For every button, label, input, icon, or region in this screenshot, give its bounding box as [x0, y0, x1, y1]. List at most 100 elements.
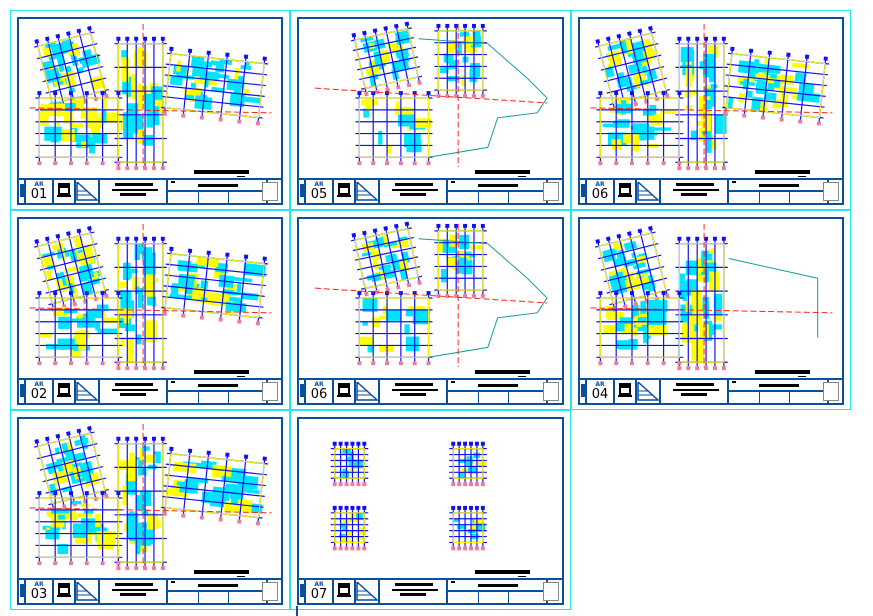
room [470, 245, 482, 250]
grid-bubble [125, 566, 130, 571]
room [63, 109, 73, 124]
grid-bubble [614, 161, 619, 166]
room [145, 320, 157, 343]
room [349, 514, 359, 522]
room [473, 517, 482, 524]
grid-bubble [372, 228, 378, 233]
room [121, 57, 129, 82]
wall-outline [598, 32, 667, 105]
grid-bubble [474, 482, 479, 487]
grid-bubble [704, 366, 709, 371]
grid-line [374, 31, 388, 88]
grid-bubble [350, 441, 355, 446]
room [606, 311, 624, 320]
sheet-info-block [168, 380, 268, 403]
floor-plan-drawing [29, 23, 272, 171]
title-block: AR 05 [299, 178, 562, 203]
grid-line [45, 477, 107, 494]
room [476, 523, 486, 532]
layout-viewport[interactable]: AR 07 [290, 410, 571, 610]
grid-line [163, 85, 265, 97]
sheet-number: 01 [30, 187, 48, 202]
layout-viewport[interactable]: AR 06 [571, 10, 851, 210]
room [472, 31, 481, 41]
grid-bubble [53, 291, 58, 296]
sheet-marker [19, 380, 26, 403]
grid-bubble [677, 91, 682, 96]
room [456, 41, 462, 55]
room [72, 462, 82, 468]
drawing-sheet: AR 01 [17, 17, 283, 205]
grid-bubble [65, 231, 71, 236]
room [84, 470, 93, 484]
grid-bubble [116, 366, 121, 371]
room [215, 63, 225, 73]
sheet-number: 06 [591, 187, 609, 202]
floor-plan-drawing [29, 223, 272, 371]
room [469, 51, 475, 56]
layout-viewport[interactable]: AR 01 [10, 10, 290, 210]
room [169, 75, 183, 86]
wall-outline [452, 448, 484, 479]
room [637, 317, 647, 322]
grid-bubble [160, 566, 165, 571]
grid-bubble [630, 291, 634, 296]
sheet-number-cell: AR 04 [587, 380, 615, 403]
room [200, 280, 209, 290]
grid-line [36, 443, 98, 460]
sheet-marker [299, 180, 306, 203]
layout-viewport[interactable]: AR 05 [290, 10, 571, 210]
room [708, 248, 716, 254]
layout-viewport[interactable]: AR 02 [10, 210, 290, 410]
grid-bubble [84, 361, 89, 366]
grid-line [182, 51, 191, 114]
grid-bubble [350, 505, 355, 510]
room [449, 260, 458, 265]
grid-bubble [661, 361, 666, 366]
room [101, 317, 119, 324]
room [342, 524, 348, 532]
drawing-sheet: AR 06 [578, 17, 844, 205]
room [44, 41, 57, 49]
grid-bubble [362, 482, 367, 487]
grid-line [78, 31, 96, 98]
room [412, 309, 430, 325]
sheet-prefix: AR [314, 381, 324, 388]
wall-outline [354, 28, 419, 89]
grid-bubble [181, 313, 186, 318]
layout-viewport[interactable]: AR 03 [10, 410, 290, 610]
grid-bubble [143, 166, 148, 171]
room [643, 335, 648, 339]
grid-bubble [723, 111, 728, 116]
plan-wing [675, 36, 728, 171]
grid-line [607, 39, 626, 106]
grid-bubble [451, 546, 456, 551]
grid-line [357, 256, 419, 271]
room [691, 290, 702, 306]
room [342, 470, 349, 479]
stamp-box [543, 582, 559, 601]
grid-bubble [37, 291, 42, 296]
section-line [314, 287, 548, 304]
grid-bubble [93, 496, 99, 502]
grid-bubble [116, 436, 121, 441]
layout-viewport[interactable]: AR 06 [290, 210, 571, 410]
grid-bubble [34, 39, 40, 44]
room [129, 270, 138, 274]
grid-bubble [730, 46, 735, 52]
wall-outline [37, 32, 106, 105]
grid-bubble [712, 236, 717, 241]
room [134, 244, 144, 255]
room [339, 533, 346, 538]
grid-bubble [84, 491, 89, 496]
grid-bubble [55, 233, 61, 239]
grid-bubble [125, 166, 130, 171]
room [622, 134, 640, 143]
layout-viewport[interactable]: AR 04 [571, 210, 851, 410]
grid-bubble [93, 96, 99, 102]
grid-bubble [616, 233, 622, 239]
grid-line [42, 66, 104, 83]
logo-icon [54, 380, 76, 403]
grid-bubble [332, 441, 337, 446]
grid-line [725, 74, 827, 87]
